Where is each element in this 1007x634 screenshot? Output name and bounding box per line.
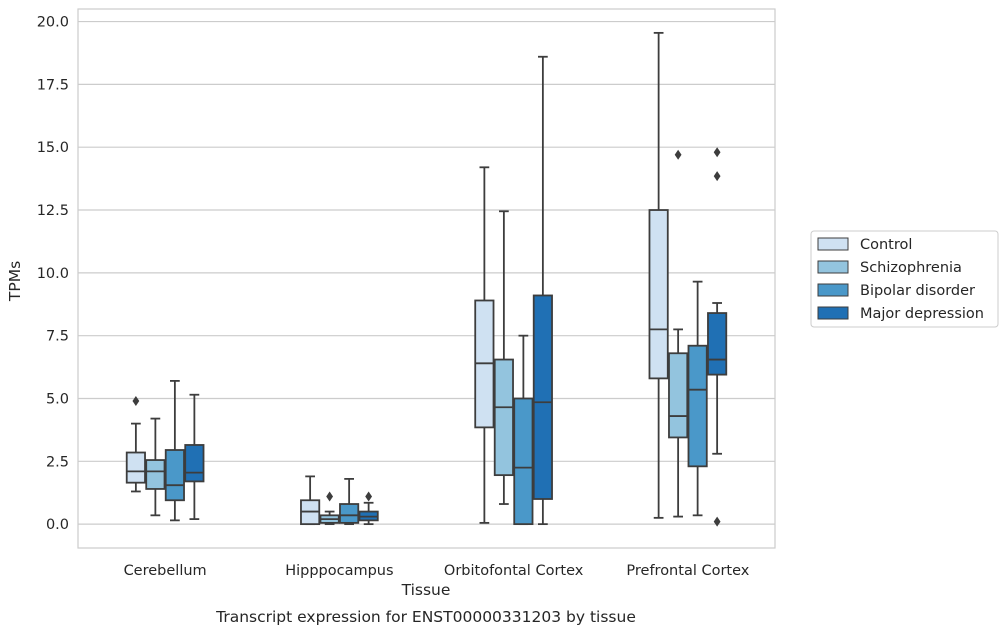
- box-iqr: [145, 459, 166, 490]
- plot-frame: [77, 8, 776, 549]
- y-tick-label: 15.0: [37, 140, 69, 156]
- box-iqr: [125, 451, 146, 484]
- y-tick-label: 12.5: [37, 203, 69, 219]
- x-tick-label: Prefrontal Cortex: [626, 563, 749, 579]
- box-control: [125, 396, 146, 493]
- legend-swatch: [817, 306, 849, 320]
- box-schizophrenia: [493, 210, 514, 505]
- box-iqr: [164, 449, 185, 502]
- box-control: [474, 166, 495, 524]
- box-plots: [125, 31, 728, 527]
- box-bipolar-disorder: [687, 280, 708, 517]
- box-control: [648, 31, 669, 519]
- outlier-point: [674, 149, 682, 160]
- y-tick-label: 2.5: [46, 454, 69, 470]
- outlier-point: [326, 491, 334, 502]
- y-tick-label: 20.0: [37, 15, 69, 31]
- box-iqr: [668, 352, 689, 439]
- legend-label: Bipolar disorder: [860, 283, 975, 299]
- box-iqr: [707, 312, 728, 376]
- legend: Control Schizophrenia Bipolar disorder Majo…: [810, 230, 999, 328]
- y-tick-label: 5.0: [46, 391, 69, 407]
- box-iqr: [532, 294, 553, 500]
- y-tick-label: 10.0: [37, 266, 69, 282]
- box-schizophrenia: [319, 491, 340, 526]
- box-bipolar-disorder: [164, 379, 185, 522]
- chart-caption: Transcript expression for ENST0000033120…: [215, 608, 636, 626]
- box-iqr: [339, 503, 360, 524]
- box-bipolar-disorder: [339, 477, 360, 526]
- box-iqr: [687, 344, 708, 468]
- x-axis-ticks: Cerebellum Hipppocampus Orbitofontal Corte…: [124, 563, 750, 579]
- outlier-point: [713, 516, 721, 527]
- box-major-depression: [358, 491, 379, 526]
- box-major-depression: [532, 55, 553, 526]
- legend-frame: [810, 230, 999, 328]
- box-iqr: [493, 358, 514, 477]
- y-axis-ticks: 0.0 2.5 5.0 7.5 10.0 12.5 15.0 17.5 20.0: [37, 15, 69, 534]
- legend-label: Schizophrenia: [860, 260, 962, 276]
- box-control: [300, 475, 321, 526]
- outlier-point: [713, 147, 721, 158]
- x-tick-label: Cerebellum: [124, 563, 207, 579]
- outlier-point: [132, 396, 140, 406]
- box-major-depression: [707, 147, 728, 527]
- x-tick-label: Orbitofontal Cortex: [444, 563, 584, 579]
- box-schizophrenia: [145, 417, 166, 517]
- legend-swatch: [817, 283, 849, 297]
- box-iqr: [648, 209, 669, 380]
- y-tick-label: 0.0: [46, 517, 69, 533]
- legend-swatch: [817, 237, 849, 251]
- legend-label: Major depression: [860, 306, 984, 322]
- legend-items: Control Schizophrenia Bipolar disorder Majo…: [817, 237, 984, 322]
- grid-lines: [78, 20, 775, 525]
- box-major-depression: [184, 393, 205, 521]
- y-tick-label: 7.5: [46, 329, 69, 345]
- outlier-point: [365, 491, 373, 502]
- y-tick-label: 17.5: [37, 77, 69, 93]
- y-axis-label: TPMs: [6, 261, 24, 302]
- box-bipolar-disorder: [513, 334, 534, 526]
- legend-swatch: [817, 260, 849, 274]
- box-iqr: [513, 397, 534, 526]
- x-tick-label: Hipppocampus: [285, 563, 393, 579]
- x-axis-label: Tissue: [401, 581, 451, 599]
- outlier-point: [713, 171, 721, 182]
- legend-label: Control: [860, 237, 912, 253]
- box-schizophrenia: [668, 149, 689, 518]
- box-iqr: [184, 444, 205, 483]
